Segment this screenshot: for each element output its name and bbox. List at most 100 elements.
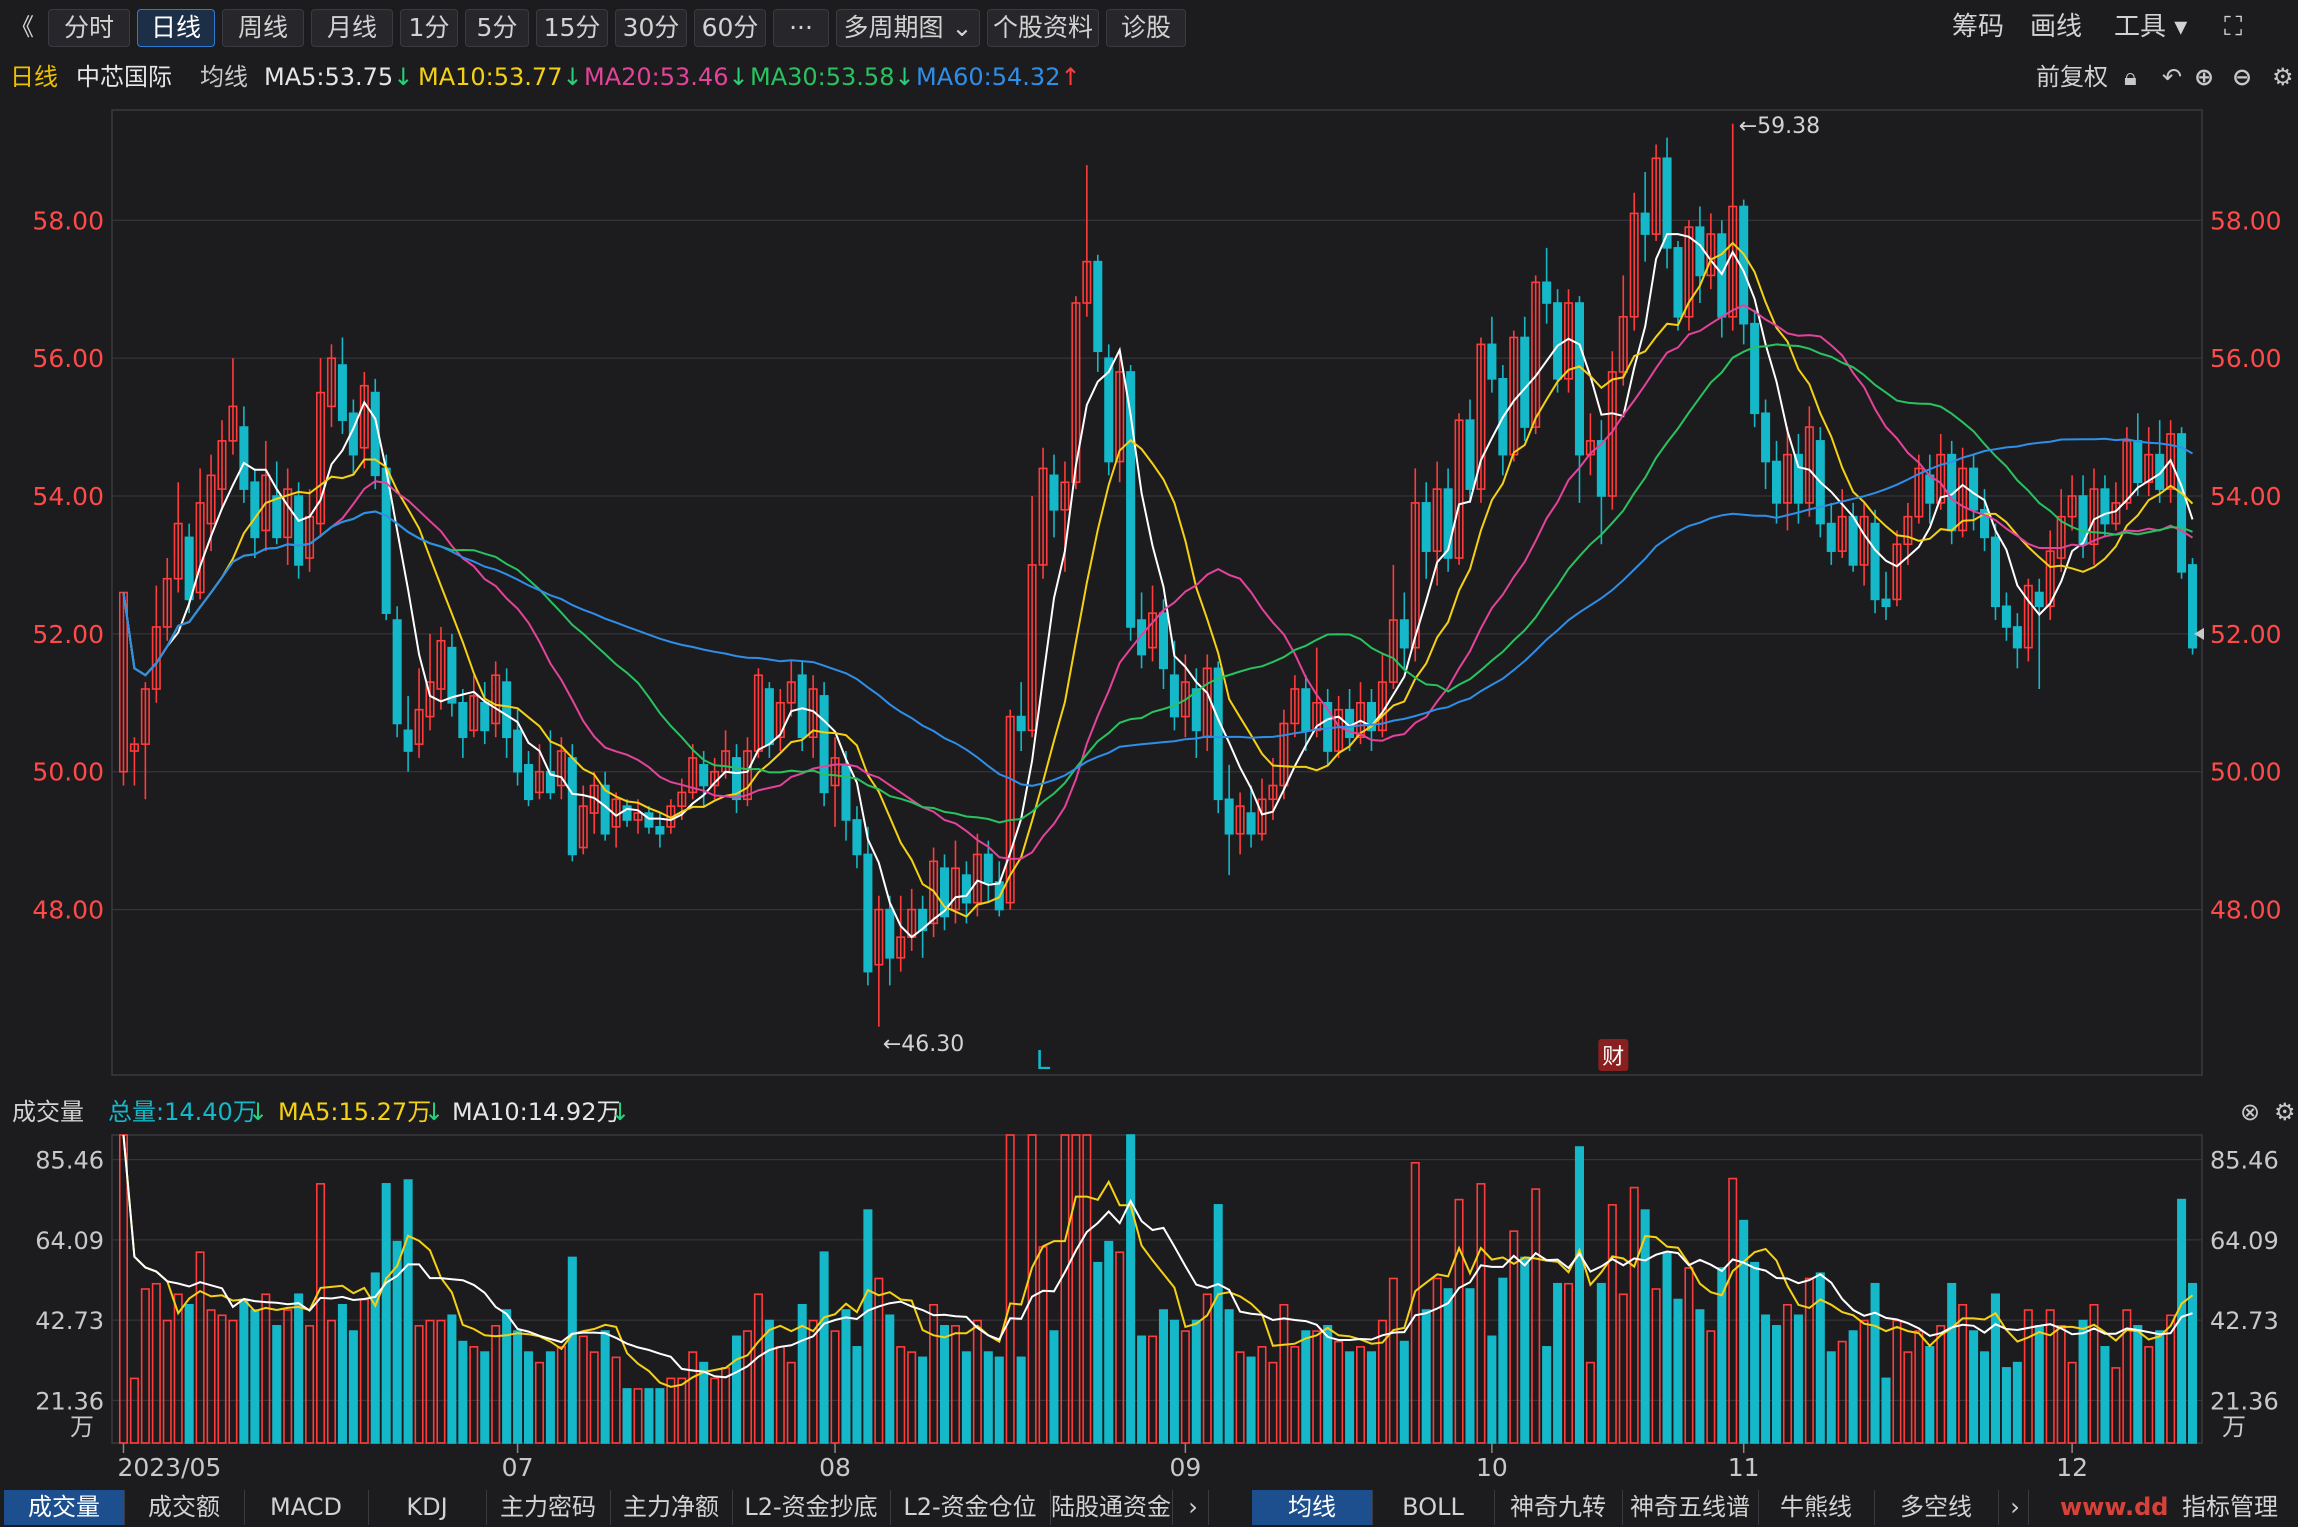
zoom-in-icon[interactable]: ⊕: [2194, 63, 2215, 91]
volume-bar: [545, 1351, 555, 1444]
indicator-tab[interactable]: 成交额: [124, 1490, 245, 1525]
overlay-tab[interactable]: 神奇九转: [1494, 1490, 1623, 1525]
volume-bar: [2155, 1330, 2165, 1444]
candle-body: [140, 688, 150, 745]
overlay-tab[interactable]: 牛熊线: [1758, 1490, 1875, 1525]
period-label: 日线: [10, 63, 58, 91]
candle-body: [1662, 157, 1672, 249]
adjust-mode[interactable]: 前复权: [2036, 63, 2108, 91]
candle-body: [1947, 453, 1957, 532]
volume-bar: [2045, 1309, 2055, 1444]
candle-body: [764, 688, 774, 745]
overlay-scroll-right-icon[interactable]: ›: [2002, 1490, 2029, 1525]
volume-bar: [1476, 1183, 1486, 1444]
candle-body: [622, 805, 632, 821]
volume-bar: [1137, 1335, 1147, 1444]
volume-unit-right: 万: [2222, 1413, 2246, 1441]
volume-bar: [1301, 1330, 1311, 1444]
lock-icon[interactable]: 🔒︎: [2124, 63, 2137, 91]
candle-body: [1498, 378, 1508, 456]
period-button[interactable]: 30分: [615, 9, 687, 47]
period-button[interactable]: 周线: [222, 9, 304, 47]
candle-body: [1202, 667, 1212, 739]
period-button[interactable]: ···: [773, 9, 829, 47]
candle-body: [1936, 453, 1946, 504]
volume-bar: [513, 1330, 523, 1444]
period-button[interactable]: 60分: [694, 9, 766, 47]
overlay-tab[interactable]: 神奇五线谱: [1622, 1490, 1759, 1525]
toolbar-right-item[interactable]: 工具 ▾: [2114, 12, 2188, 42]
period-button[interactable]: 月线: [311, 9, 393, 47]
candle-body: [1465, 419, 1475, 490]
candle-body: [1126, 371, 1136, 628]
volume-bar: [2023, 1309, 2033, 1444]
volume-bar: [1772, 1325, 1782, 1444]
volume-bar: [1399, 1340, 1409, 1444]
volume-bar: [874, 1277, 884, 1444]
undo-icon[interactable]: ↶: [2162, 63, 2183, 91]
candle-body: [1323, 701, 1333, 752]
period-button[interactable]: 日线: [137, 9, 215, 47]
indicator-tab[interactable]: MACD: [244, 1490, 369, 1525]
volume-bar: [1158, 1309, 1168, 1444]
volume-bar: [1323, 1325, 1333, 1444]
back-icon[interactable]: 《: [10, 13, 34, 41]
period-button[interactable]: 分时: [48, 9, 130, 47]
volume-bar: [1345, 1351, 1355, 1444]
candle-body: [1279, 722, 1289, 787]
candle-body: [567, 757, 577, 856]
candle-body: [173, 522, 183, 580]
indicator-tab[interactable]: 成交量: [4, 1490, 125, 1525]
ma-trend-arrow: ↓: [562, 63, 583, 91]
volume-settings-icon[interactable]: ⚙: [2274, 1098, 2296, 1126]
candle-body: [961, 874, 971, 904]
ma-trend-arrow: ↓: [393, 63, 414, 91]
candle-body: [1290, 688, 1300, 725]
overlay-tab[interactable]: 多空线: [1874, 1490, 1999, 1525]
volume-bar: [1629, 1186, 1639, 1444]
volume-total: 总量:14.40万: [108, 1098, 257, 1126]
candle-body: [491, 674, 501, 725]
candle-body: [1793, 453, 1803, 504]
volume-bar: [1465, 1288, 1475, 1444]
price-panel-frame: [111, 109, 2203, 1076]
indicator-manage-button[interactable]: 指标管理: [2182, 1493, 2278, 1521]
volume-bar: [206, 1309, 216, 1444]
candle-body: [1585, 440, 1595, 456]
tabs-scroll-right-icon[interactable]: ›: [1178, 1490, 1209, 1525]
overlay-tab[interactable]: 均线: [1252, 1490, 1373, 1525]
candle-body: [950, 867, 960, 911]
volume-bar: [1388, 1277, 1398, 1444]
toolbar-right-item[interactable]: 画线: [2030, 12, 2083, 42]
close-panel-icon[interactable]: ⊗: [2240, 1098, 2261, 1126]
fullscreen-icon[interactable]: ⛶: [2224, 12, 2243, 42]
indicator-tab[interactable]: L2-资金抄底: [732, 1490, 891, 1525]
candle-body: [381, 467, 391, 614]
indicator-tab[interactable]: 陆股通资金: [1050, 1490, 1173, 1525]
candle-body: [480, 701, 490, 732]
period-button[interactable]: 个股资料: [987, 9, 1099, 47]
ma-label[interactable]: 均线: [200, 63, 248, 91]
candle-body: [469, 695, 479, 732]
candle-body: [600, 784, 610, 835]
candle-body: [184, 536, 194, 601]
period-button[interactable]: 5分: [465, 9, 529, 47]
stock-name[interactable]: 中芯国际: [76, 63, 172, 91]
volume-bar: [370, 1272, 380, 1444]
period-button[interactable]: 15分: [536, 9, 608, 47]
candle-body: [929, 860, 939, 925]
zoom-out-icon[interactable]: ⊖: [2232, 63, 2253, 91]
indicator-tab[interactable]: 主力密码: [486, 1490, 611, 1525]
period-button[interactable]: 1分: [400, 9, 458, 47]
settings-icon[interactable]: ⚙: [2272, 63, 2294, 91]
candle-body: [1038, 467, 1048, 566]
indicator-tab[interactable]: KDJ: [368, 1490, 487, 1525]
indicator-tab[interactable]: 主力净额: [610, 1490, 733, 1525]
period-button[interactable]: 多周期图 ⌄: [836, 9, 980, 47]
indicator-tab[interactable]: L2-资金仓位: [890, 1490, 1051, 1525]
overlay-tab[interactable]: BOLL: [1372, 1490, 1495, 1525]
volume-bar: [228, 1319, 238, 1444]
toolbar-right-item[interactable]: 筹码: [1952, 12, 2005, 42]
period-button[interactable]: 诊股: [1106, 9, 1186, 47]
